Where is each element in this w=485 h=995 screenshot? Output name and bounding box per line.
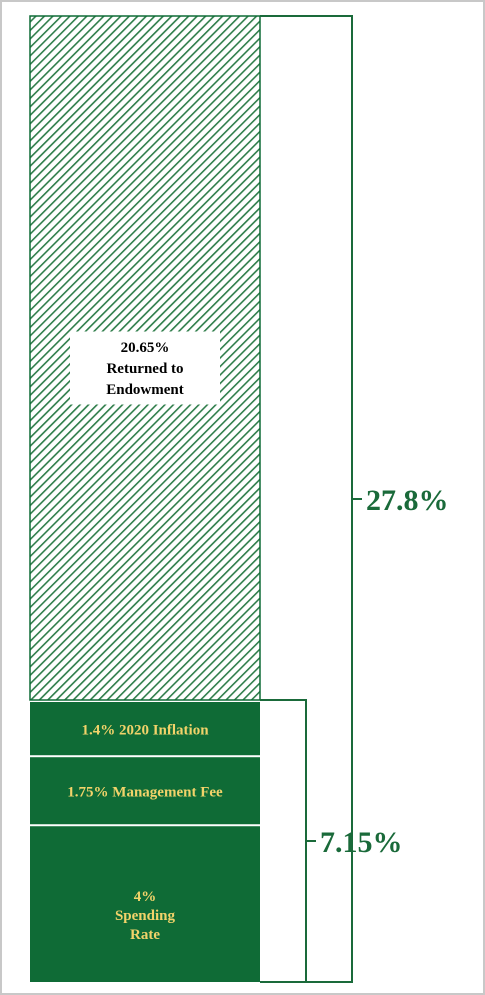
bar-segment-spending-rate (30, 826, 260, 982)
bracket-costs-line (260, 699, 307, 983)
label-box-returned-to-endowment (70, 331, 220, 405)
segments-layer (29, 15, 261, 982)
brackets-layer: 27.8% 7.15% (260, 15, 449, 983)
segment-label-line: Spending (115, 908, 176, 924)
bar-segment-2020-inflation (30, 702, 260, 756)
bracket-total-label: 27.8% (366, 484, 449, 517)
segment-label-line: 1.4% 2020 Inflation (81, 723, 209, 739)
labels-layer: 4% Spending Rate 1.75% Management Fee 1.4% 2… (67, 331, 223, 943)
segment-label-line: 1.75% Management Fee (67, 785, 223, 801)
segment-label-line: 4% (134, 889, 157, 905)
bar-segment-management-fee (30, 757, 260, 825)
segment-label-line: Rate (130, 927, 160, 943)
segment-label-line: 20.65% (121, 340, 170, 356)
bracket-costs-label: 7.15% (320, 826, 403, 859)
segment-label-line: Returned to (106, 361, 183, 377)
segment-label-line: Endowment (106, 382, 184, 398)
